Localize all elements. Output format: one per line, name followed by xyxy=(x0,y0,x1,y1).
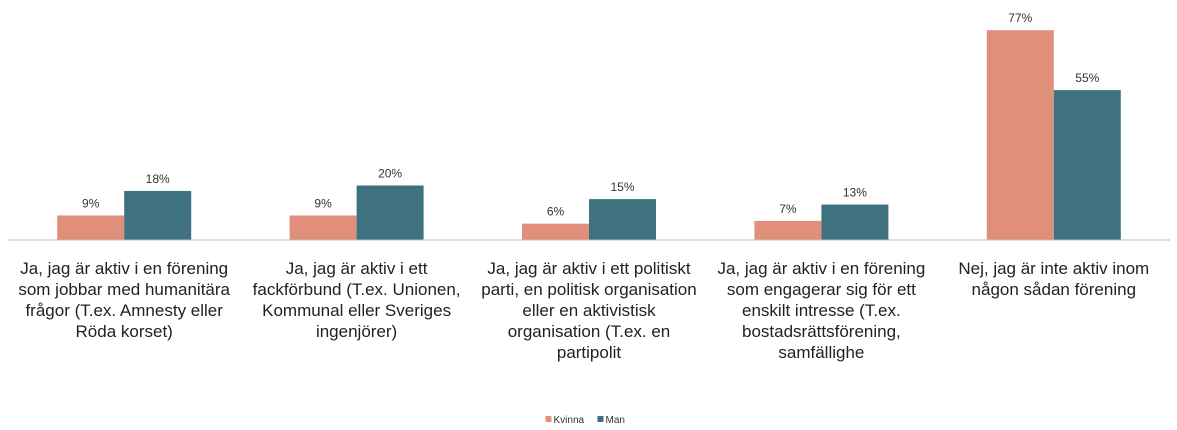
bar xyxy=(821,204,889,240)
value-label: 18% xyxy=(146,172,170,186)
value-label: 6% xyxy=(547,205,565,219)
bar xyxy=(986,30,1054,240)
value-label: 7% xyxy=(779,202,797,216)
x-tick-label: Nej, jag är inte aktiv inom någon sådan … xyxy=(958,259,1150,299)
x-tick-label: Ja, jag är aktiv i ett fackförbund (T.ex… xyxy=(252,259,461,341)
value-label: 55% xyxy=(1075,71,1099,85)
bar xyxy=(289,215,357,240)
bar xyxy=(57,215,125,240)
legend-swatch xyxy=(545,416,552,422)
value-label: 15% xyxy=(610,180,634,194)
legend-label: Man xyxy=(606,415,625,426)
value-label: 20% xyxy=(378,167,402,181)
legend-swatch xyxy=(597,416,604,422)
bar xyxy=(356,185,424,240)
bar xyxy=(754,220,822,240)
value-label: 77% xyxy=(1008,11,1032,25)
bar xyxy=(522,223,589,240)
value-label: 9% xyxy=(82,196,100,210)
bar xyxy=(124,190,192,240)
value-label: 9% xyxy=(314,196,332,210)
x-tick-label: Ja, jag är aktiv i en förening som engag… xyxy=(717,259,926,362)
x-tick-label: Ja, jag är aktiv i ett politiskt parti, … xyxy=(481,259,697,362)
bar xyxy=(589,199,656,240)
legend-label: Kvinna xyxy=(554,415,585,426)
x-tick-label: Ja, jag är aktiv i en förening som jobba… xyxy=(18,259,231,341)
value-label: 13% xyxy=(843,186,867,200)
bar xyxy=(1053,90,1121,240)
